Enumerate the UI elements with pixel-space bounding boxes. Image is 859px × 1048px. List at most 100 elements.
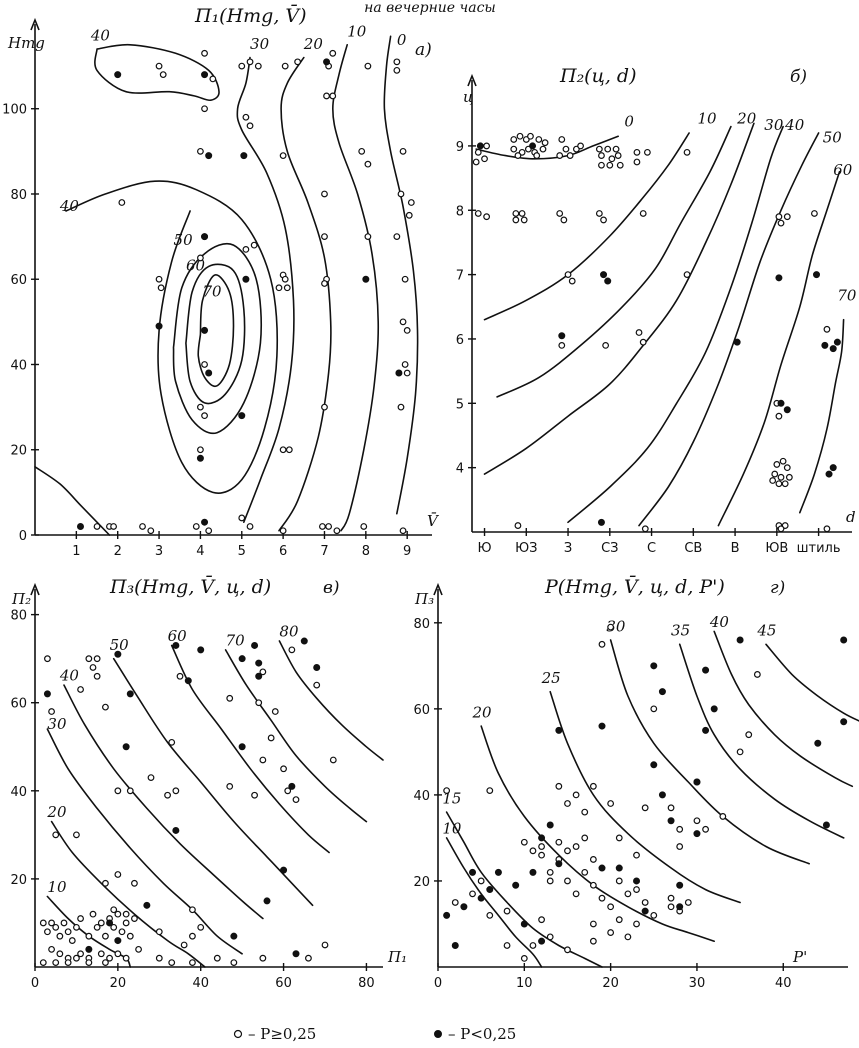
point-filled-d: [477, 894, 485, 902]
point-open-a: [209, 75, 217, 83]
point-open-a: [118, 199, 126, 206]
y-tick-label-a: 100: [2, 103, 27, 118]
x-tick-label-d: 30: [689, 976, 706, 991]
panel-d-ylabel: П₃: [414, 590, 434, 608]
isoline-a-0b: [34, 466, 111, 536]
point-open-d: [719, 813, 727, 820]
panel-c-plot: 0 20 40 60 80 20 40 60 80 10 20 30 40 50 60 70 80: [10, 582, 384, 991]
point-open-c: [85, 932, 93, 940]
legend-filled-dot: [434, 1030, 442, 1038]
panel-d: Р(Hтg, V̄, ц, d, Р') г) П₃ Р' 0 10 20 30 40 2…: [413, 575, 859, 991]
point-filled-c: [292, 950, 300, 958]
point-open-a: [275, 284, 283, 292]
panel-d-xlabel: Р': [792, 948, 807, 966]
point-open-b: [779, 457, 787, 465]
point-open-c: [102, 932, 109, 940]
point-open-d: [702, 825, 709, 833]
point-open-c: [288, 646, 296, 654]
point-open-d: [589, 937, 597, 945]
x-tick-label-b: В: [731, 541, 740, 556]
point-open-d: [529, 847, 537, 855]
point-open-c: [118, 928, 126, 936]
point-filled-c: [85, 945, 93, 953]
point-open-d: [564, 946, 571, 954]
point-open-a: [405, 211, 413, 219]
y-tick-label-a: 80: [10, 188, 27, 203]
isoline-label-b: 30: [764, 116, 784, 134]
y-tick-label-a: 20: [10, 444, 27, 459]
point-open-c: [44, 928, 51, 936]
point-open-b: [775, 412, 783, 420]
point-open-b: [535, 136, 543, 143]
isoline-label-b: 0: [624, 113, 634, 131]
y-tick-label-d: 40: [413, 789, 430, 804]
point-open-a: [147, 527, 155, 535]
point-open-c: [73, 831, 80, 839]
point-open-a: [238, 514, 246, 522]
isoline-label-b: 60: [833, 161, 853, 179]
isoline-a-30: [236, 56, 295, 523]
point-open-b: [514, 522, 522, 529]
point-open-b: [512, 210, 520, 217]
point-open-a: [285, 446, 293, 454]
point-open-b: [483, 213, 491, 221]
point-open-d: [486, 911, 494, 919]
isoline-a-50: [172, 242, 262, 435]
isoline-c-80: [278, 640, 384, 761]
point-filled-a: [205, 369, 213, 377]
point-open-c: [226, 783, 234, 790]
panel-a-letter: а): [415, 40, 432, 60]
point-open-d: [477, 877, 485, 885]
point-filled-b: [597, 518, 605, 526]
point-open-a: [157, 284, 165, 292]
point-open-c: [313, 681, 321, 689]
legend: – Р≥0,25 – Р<0,25: [233, 1025, 516, 1043]
point-open-d: [753, 671, 761, 678]
point-open-c: [114, 910, 122, 918]
point-filled-c: [126, 690, 134, 698]
isoline-a-10: [332, 44, 380, 532]
point-filled-d: [486, 886, 494, 894]
point-open-b: [811, 210, 818, 217]
point-open-a: [329, 92, 337, 100]
point-filled-d: [702, 726, 710, 734]
panel-c-letter: в): [323, 578, 340, 598]
point-open-b: [612, 145, 620, 153]
point-open-c: [172, 787, 180, 795]
x-tick-label-d: 40: [775, 976, 792, 991]
point-open-d: [676, 825, 684, 833]
point-filled-d: [693, 830, 701, 838]
point-open-b: [616, 161, 624, 169]
point-open-d: [598, 894, 606, 902]
point-open-d: [581, 834, 589, 842]
point-open-d: [503, 942, 511, 949]
point-open-a: [397, 190, 405, 198]
point-open-c: [64, 959, 72, 966]
point-open-c: [110, 923, 118, 931]
point-open-a: [399, 318, 407, 326]
point-filled-d: [822, 821, 830, 829]
point-open-c: [77, 915, 84, 922]
point-open-b: [785, 473, 793, 481]
point-open-a: [279, 527, 287, 535]
point-open-d: [624, 933, 632, 941]
point-open-b: [783, 464, 791, 472]
point-open-a: [159, 71, 167, 79]
isoline-label-c: 10: [47, 878, 67, 896]
y-tick-label-b: 6: [456, 333, 464, 348]
x-tick-label-a: 9: [403, 544, 411, 559]
point-filled-b: [529, 142, 537, 150]
point-open-a: [360, 523, 368, 530]
isoline-label-b: 50: [823, 129, 843, 147]
point-open-a: [401, 361, 409, 368]
x-tick-label-a: 6: [279, 544, 287, 559]
point-open-b: [639, 338, 647, 346]
point-open-a: [393, 233, 401, 241]
point-open-c: [73, 954, 80, 962]
point-filled-a: [201, 71, 209, 79]
isoline-a-40b: [94, 43, 220, 102]
point-open-b: [771, 470, 779, 478]
point-open-c: [52, 923, 60, 931]
point-open-d: [572, 890, 580, 898]
point-filled-d: [555, 860, 563, 868]
